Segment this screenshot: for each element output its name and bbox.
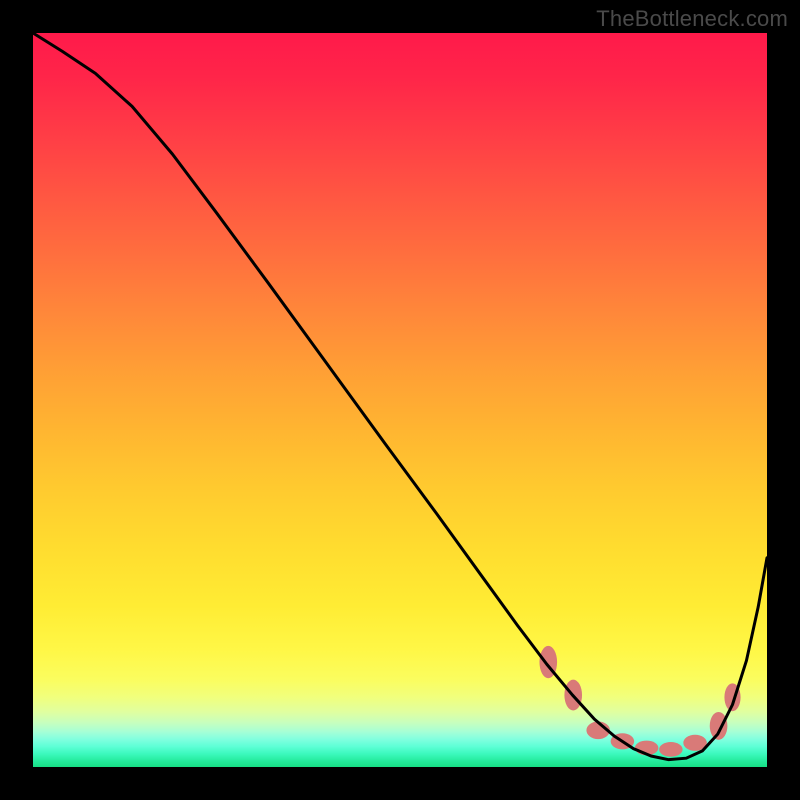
bottleneck-chart [0,0,800,800]
watermark-label: TheBottleneck.com [596,6,788,32]
curve-marker [710,712,728,740]
plot-background [33,33,767,767]
chart-frame: TheBottleneck.com [0,0,800,800]
curve-marker [659,742,682,757]
